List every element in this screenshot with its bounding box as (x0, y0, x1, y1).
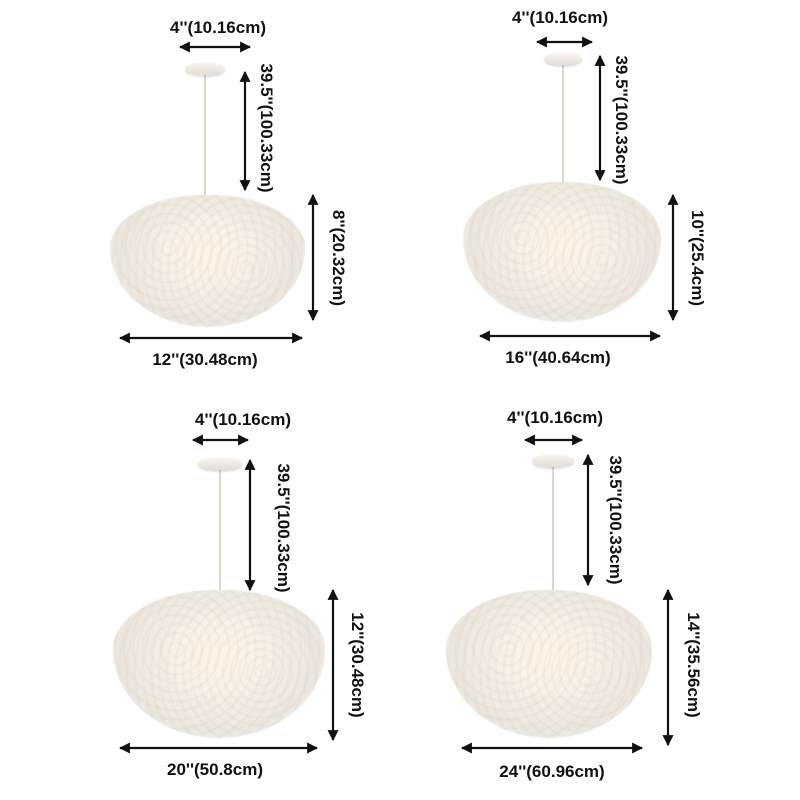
canopy-width-label: 4''(10.16cm) (512, 8, 608, 27)
canopy-width-label: 4''(10.16cm) (195, 410, 291, 429)
feather-shade (446, 590, 652, 738)
canopy-width-label: 4''(10.16cm) (507, 408, 603, 427)
feather-texture (463, 182, 661, 322)
drop-length-label: 39.5''(100.33cm) (612, 55, 631, 185)
diameter-label: 24''(60.96cm) (499, 762, 605, 781)
lamp-cord (204, 72, 206, 200)
lamp-cord (552, 465, 554, 595)
feather-texture (113, 590, 325, 738)
diameter-label: 12''(30.48cm) (152, 350, 258, 369)
height-label: 12''(30.48cm) (348, 612, 367, 718)
drop-length-label: 39.5''(100.33cm) (606, 455, 625, 585)
diameter-label: 20''(50.8cm) (167, 760, 263, 779)
ceiling-canopy (198, 457, 242, 470)
diameter-label: 16''(40.64cm) (505, 348, 611, 367)
feather-shade (463, 182, 661, 322)
height-label: 10''(25.4cm) (688, 210, 707, 306)
feather-shade (110, 195, 305, 327)
feather-shade (113, 590, 325, 738)
height-label: 8''(20.32cm) (329, 210, 348, 306)
feather-texture (446, 590, 652, 738)
canopy-width-label: 4''(10.16cm) (170, 18, 266, 37)
drop-length-label: 39.5''(100.33cm) (274, 463, 293, 593)
ceiling-canopy (185, 62, 225, 75)
lamp-cord (219, 468, 221, 595)
drop-length-label: 39.5''(100.33cm) (257, 63, 276, 193)
ceiling-canopy (532, 454, 574, 467)
ceiling-canopy (544, 52, 582, 65)
feather-texture (110, 195, 305, 327)
height-label: 14''(35.56cm) (684, 612, 703, 718)
lamp-cord (562, 62, 564, 190)
